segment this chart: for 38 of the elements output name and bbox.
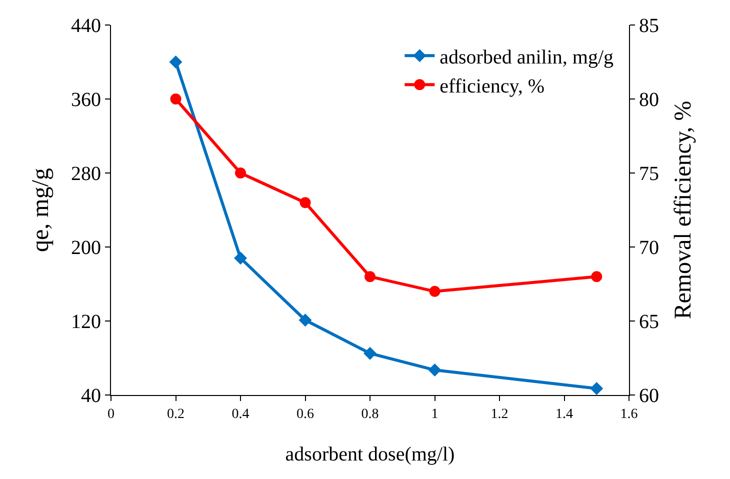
y2-tick-label: 60 [639,385,659,407]
y-axis-title: qe, mg/g [28,168,54,252]
x-axis-title: adsorbent dose(mg/l) [285,443,455,466]
y2-tick-label: 70 [639,237,659,259]
x-tick-label: 0.8 [361,406,379,422]
point [429,286,440,297]
y2-axis-title: Removal efficiency, % [670,100,696,320]
point [364,346,376,360]
point [591,271,602,282]
x-tick-label: 0.6 [296,406,314,422]
legend-label: efficiency, % [440,75,545,98]
x-tick-label: 0.2 [167,406,184,422]
y2-tick-label: 85 [639,15,659,37]
y-tick-label: 200 [71,237,101,259]
y-tick-label: 120 [71,311,101,333]
x-tick-label: 1.4 [556,406,573,422]
point [234,252,247,265]
point [298,314,312,327]
x-tick-label: 1 [431,406,438,422]
legend-label: adsorbed anilin, mg/g [440,46,614,68]
y-tick-label: 280 [71,163,101,185]
y-tick-label: 360 [71,89,101,111]
y2-tick-label: 80 [639,89,659,111]
y2-tick-label: 75 [639,163,659,185]
point [235,168,246,178]
x-tick-label: 1.6 [620,406,638,422]
x-tick-label: 1.2 [490,406,508,422]
point [428,364,442,377]
point [170,94,182,104]
point [169,56,182,68]
point [364,271,376,282]
y-tick-label: 40 [81,385,101,407]
y2-tick-label: 65 [639,311,659,333]
y-tick-label: 440 [71,15,101,37]
x-tick-label: 0.4 [232,406,250,422]
x-tick-label: 0 [108,406,114,422]
point [590,382,604,395]
point [300,197,311,208]
